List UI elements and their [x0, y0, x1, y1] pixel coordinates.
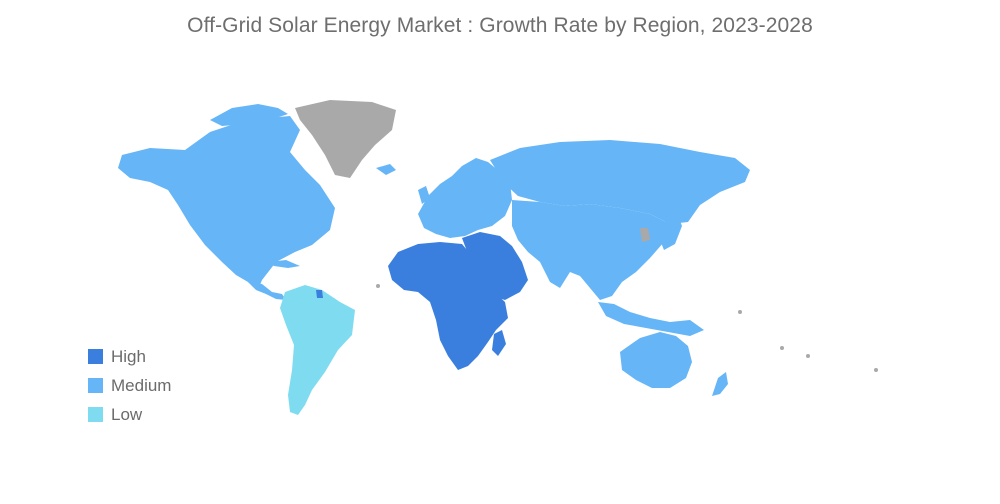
region-australia	[620, 332, 692, 388]
legend-swatch-medium	[88, 378, 103, 393]
region-south-america	[280, 285, 355, 415]
region-japan	[660, 210, 682, 250]
legend-label-high: High	[111, 346, 146, 366]
region-island-3	[806, 354, 810, 358]
legend-item-medium: Medium	[88, 371, 171, 400]
legend-swatch-low	[88, 407, 103, 422]
region-iceland	[376, 164, 396, 175]
region-island-5	[376, 284, 380, 288]
legend-swatch-high	[88, 349, 103, 364]
legend-label-low: Low	[111, 404, 143, 424]
legend: High Medium Low	[88, 342, 171, 429]
region-middle-east	[462, 232, 528, 300]
region-arctic-islands	[210, 104, 288, 126]
region-korea	[640, 228, 650, 242]
region-greenland	[295, 100, 396, 178]
region-southeast-asia	[598, 302, 704, 336]
region-island-2	[780, 346, 784, 350]
region-africa	[388, 242, 508, 370]
legend-label-medium: Medium	[111, 375, 172, 395]
chart-title: Off-Grid Solar Energy Market : Growth Ra…	[187, 14, 813, 37]
region-new-zealand	[712, 372, 728, 396]
region-island-1	[738, 310, 742, 314]
region-central-america	[248, 282, 286, 300]
region-asia	[512, 200, 670, 300]
region-island-4	[874, 368, 878, 372]
region-caribbean	[268, 260, 300, 268]
region-europe	[418, 158, 512, 238]
region-uk	[418, 186, 430, 204]
region-north-america	[118, 116, 335, 290]
legend-item-low: Low	[88, 400, 171, 429]
region-french-guiana	[316, 290, 323, 298]
region-russia	[490, 140, 750, 224]
legend-item-high: High	[88, 342, 171, 371]
region-madagascar	[492, 330, 506, 356]
